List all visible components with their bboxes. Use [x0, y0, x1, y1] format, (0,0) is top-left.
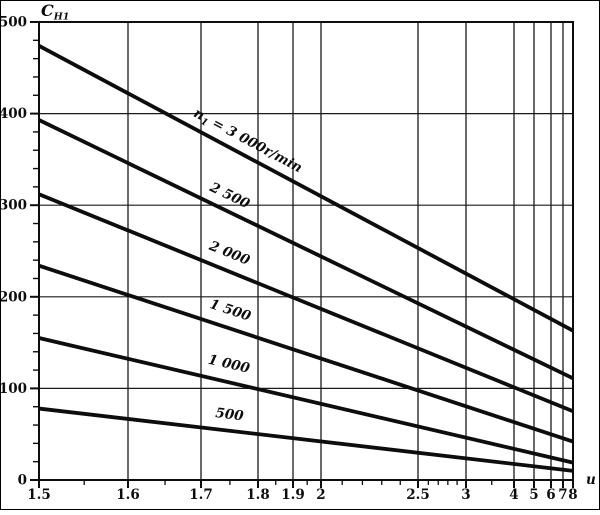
y-tick-label-300: 300 — [1, 198, 27, 214]
series-line-500 — [38, 406, 574, 473]
y-tick-label-100: 100 — [1, 381, 27, 397]
x-tick-label-8: 8 — [568, 487, 577, 503]
series-line-1500 — [38, 263, 574, 444]
x-tick-label-1.5: 1.5 — [27, 487, 51, 503]
series-line-3000 — [38, 44, 574, 333]
x-tick-label-3: 3 — [461, 487, 470, 503]
series-line-2500 — [38, 118, 574, 381]
series-label-500: 500 — [215, 405, 245, 424]
x-tick-label-7: 7 — [558, 487, 567, 503]
plot-frame — [38, 21, 574, 481]
x-tick-label-1.9: 1.9 — [281, 487, 305, 503]
y-axis-title: CH1 — [41, 1, 69, 23]
x-tick-label-6: 6 — [546, 487, 555, 503]
series-label-2500: 2 500 — [206, 179, 252, 213]
series-line-2000 — [38, 192, 574, 414]
series-label-3000: n1 = 3 000r/min — [190, 105, 305, 178]
x-axis-title: u — [586, 472, 596, 488]
x-tick-label-1.8: 1.8 — [246, 487, 270, 503]
series-label-1500: 1 500 — [208, 296, 254, 325]
series-line-1000 — [38, 336, 574, 465]
y-tick-label-0: 0 — [18, 473, 27, 489]
x-tick-label-5: 5 — [529, 487, 538, 503]
x-tick-label-1.7: 1.7 — [189, 487, 213, 503]
x-tick-label-2.5: 2.5 — [406, 487, 430, 503]
x-tick-label-1.6: 1.6 — [116, 487, 140, 503]
y-tick-label-400: 400 — [1, 106, 27, 122]
x-tick-label-2: 2 — [316, 487, 325, 503]
y-tick-label-500: 500 — [1, 15, 27, 31]
series-label-1000: 1 000 — [207, 352, 252, 377]
y-tick-label-200: 200 — [1, 289, 27, 305]
x-tick-label-4: 4 — [509, 487, 518, 503]
